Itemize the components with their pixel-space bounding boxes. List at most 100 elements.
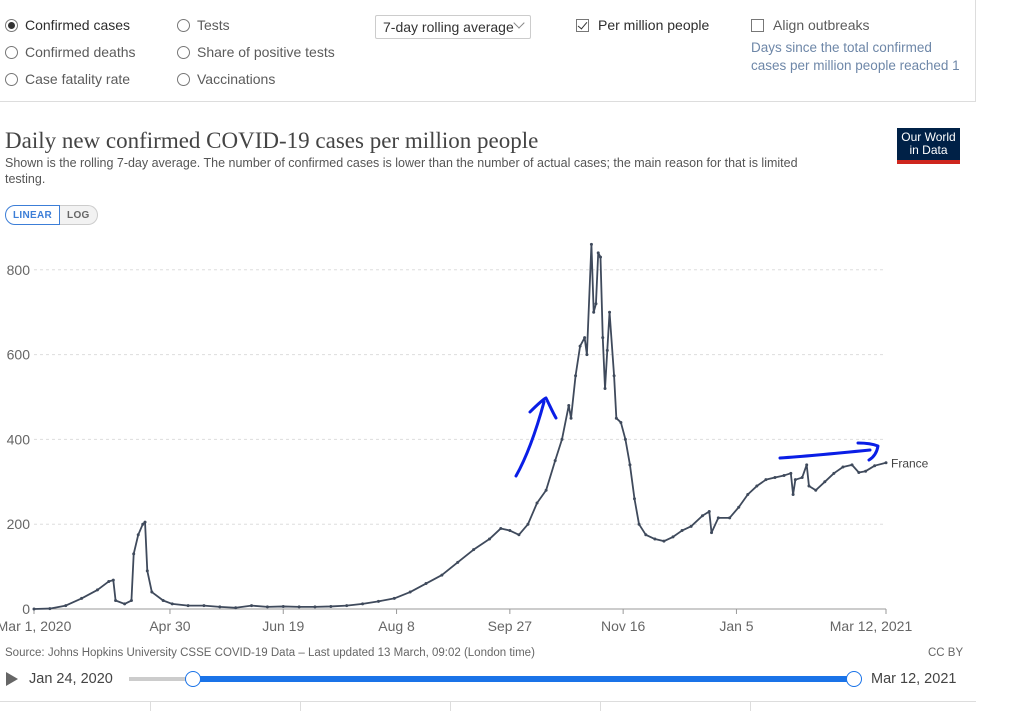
hand-drawn-up-arrow [514,396,558,478]
play-icon[interactable] [6,672,18,686]
bottom-tab-bar [0,701,976,711]
x-tick-label: Nov 16 [601,618,646,634]
data-point [850,463,854,467]
data-point [644,533,648,537]
data-point [499,526,503,530]
gridlines [34,269,886,610]
data-point [873,464,877,468]
data-point [218,605,222,609]
data-point [841,465,845,469]
data-point [265,605,269,609]
data-point [567,403,571,407]
tab-divider [150,702,151,711]
tab-divider [750,702,751,711]
radio-icon [5,45,18,59]
owid-logo[interactable]: Our World in Data [897,128,960,164]
data-point [202,604,206,608]
data-point [345,604,349,608]
metric-label: Case fatality rate [25,71,131,87]
align-outbreaks-note: Days since the total confirmed cases per… [751,40,960,73]
chart-title: Daily new confirmed COVID-19 cases per m… [5,128,539,153]
per-million-checkbox[interactable]: Per million people [576,17,709,33]
data-point [80,596,84,600]
license-link[interactable]: CC BY [928,647,964,659]
radio-icon [5,72,18,86]
data-point [297,605,301,609]
data-point [569,416,573,420]
data-point [832,471,836,475]
series-label-france: France [891,457,929,471]
data-point [707,509,711,513]
data-point [544,488,548,492]
x-tick-label: Jun 19 [262,618,304,634]
metric-confirmed-deaths[interactable]: Confirmed deaths [5,44,136,60]
metric-share-positive-tests[interactable]: Share of positive tests [177,44,335,60]
data-point [728,516,732,520]
radio-icon [177,45,190,59]
timeline-range [193,676,855,682]
align-outbreaks-checkbox[interactable]: Align outbreaks [751,17,870,33]
data-point [789,471,793,475]
data-point [585,353,589,357]
data-point [583,336,587,340]
data-point [737,505,741,509]
tab-divider [600,702,601,711]
data-point [114,599,118,603]
data-point [408,590,412,594]
data-point [376,599,380,603]
scale-toggle: LINEAR LOG [5,205,98,225]
data-point [487,537,491,541]
data-point [234,606,238,610]
data-point [710,531,714,535]
log-scale-button[interactable]: LOG [60,205,98,225]
data-point [123,602,127,606]
x-tick-label: Apr 30 [149,618,190,634]
data-point [594,302,598,306]
hand-drawn-annotations [514,396,880,478]
line-chart: 0 200 400 600 800 Mar 1, 2020 Apr 30 Jun 19 Aug… [0,242,929,634]
data-point [764,478,768,482]
data-point [807,484,811,488]
data-point [129,599,133,603]
interval-value: 7-day rolling average [383,19,514,35]
data-point [250,604,254,608]
metric-label: Share of positive tests [197,44,335,60]
data-point [773,476,777,480]
controls-panel: Confirmed cases Confirmed deaths Case fa… [0,0,976,102]
metric-confirmed-cases[interactable]: Confirmed cases [5,17,130,33]
data-point [281,604,285,608]
data-point [589,242,593,246]
linear-scale-button[interactable]: LINEAR [5,205,61,225]
timeline-end-label: Mar 12, 2021 [871,671,957,687]
data-point [864,469,868,473]
data-point [526,522,530,526]
data-point [132,552,136,556]
data-point [111,578,115,582]
x-tick-label: Aug 8 [378,618,415,634]
data-point [329,604,333,608]
metric-vaccinations[interactable]: Vaccinations [177,71,275,87]
data-point [424,582,428,586]
data-point [596,251,600,255]
data-point [603,387,607,391]
data-point [574,374,578,378]
metric-tests[interactable]: Tests [177,17,230,33]
timeline-end-handle[interactable] [846,671,862,687]
data-point [107,579,111,583]
data-point [671,535,675,539]
chart-subtitle: Shown is the rolling 7-day average. The … [5,156,798,186]
data-point [560,437,564,441]
data-point [814,488,818,492]
data-point [553,459,557,463]
radio-icon [177,18,190,32]
metric-label: Confirmed cases [25,17,131,33]
data-point [361,602,365,606]
metric-case-fatality-rate[interactable]: Case fatality rate [5,71,130,87]
data-point [313,605,317,609]
series-group: France [32,242,929,611]
data-point [608,310,612,314]
timeline-start-handle[interactable] [185,671,201,687]
data-point [143,520,147,524]
interval-select[interactable]: 7-day rolling average [375,15,531,39]
radio-icon [177,72,190,86]
